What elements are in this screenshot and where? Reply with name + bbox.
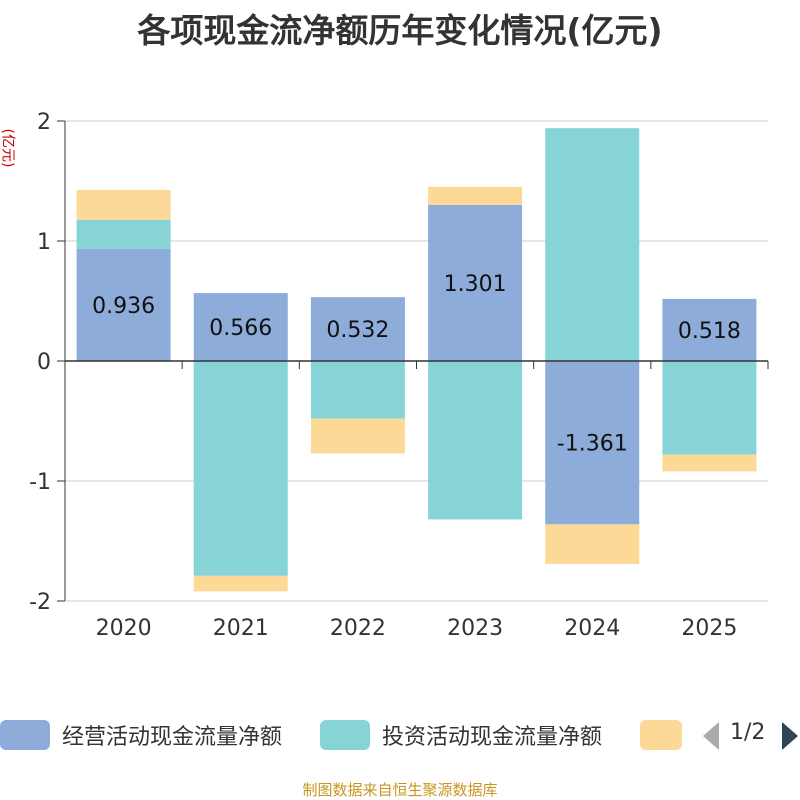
axes: -2 -1 0 1 2 2020 2021 2022 2023 2024 2025 bbox=[29, 110, 769, 641]
bar-2025-series-2 bbox=[662, 454, 757, 472]
legend-item-investing[interactable]: 投资活动现金流量净额 bbox=[320, 717, 602, 753]
bar-2022-series-1 bbox=[310, 361, 405, 419]
legend-swatch-operating bbox=[0, 720, 50, 750]
x-tick-label-2023: 2023 bbox=[447, 616, 503, 641]
bar-2021-series-0 bbox=[193, 293, 288, 361]
x-tick-label-2025: 2025 bbox=[681, 616, 737, 641]
data-label-2025: 0.518 bbox=[678, 319, 741, 344]
bar-2021-series-1 bbox=[193, 361, 288, 576]
legend-prev-page-icon[interactable] bbox=[703, 722, 719, 750]
y-tick-label: -2 bbox=[29, 590, 51, 615]
legend-page-indicator: 1/2 bbox=[730, 720, 766, 745]
data-label-2024: -1.361 bbox=[557, 432, 628, 457]
bar-chart: -2 -1 0 1 2 2020 2021 2022 2023 2024 2025 0.936 0.5… bbox=[29, 110, 769, 641]
data-labels: 0.936 0.566 0.532 1.301 -1.361 0.518 bbox=[92, 272, 741, 457]
data-label-2023: 1.301 bbox=[444, 272, 507, 297]
legend-item-financing[interactable] bbox=[640, 717, 682, 753]
bar-2022-series-0 bbox=[310, 297, 405, 361]
x-tick-label-2020: 2020 bbox=[96, 616, 152, 641]
y-tick-label: 0 bbox=[37, 350, 51, 375]
legend-item-operating[interactable]: 经营活动现金流量净额 bbox=[0, 717, 282, 753]
bar-2021-series-2 bbox=[193, 575, 288, 592]
bar-2020-series-0 bbox=[76, 248, 171, 361]
bar-2024-series-1 bbox=[545, 128, 640, 361]
bar-2022-series-2 bbox=[310, 418, 405, 454]
data-label-2022: 0.532 bbox=[326, 318, 389, 343]
bar-2023-series-1 bbox=[428, 361, 523, 520]
bar-2023-series-2 bbox=[428, 186, 523, 205]
x-tick-label-2024: 2024 bbox=[564, 616, 620, 641]
bar-2024-series-2 bbox=[545, 524, 640, 564]
x-tick-label-2021: 2021 bbox=[213, 616, 269, 641]
bar-2023-series-0 bbox=[428, 204, 523, 361]
legend-label-investing: 投资活动现金流量净额 bbox=[382, 725, 603, 750]
chart-title: 各项现金流净额历年变化情况(亿元) bbox=[137, 11, 663, 50]
data-label-2021: 0.566 bbox=[209, 316, 272, 341]
legend-label-operating: 经营活动现金流量净额 bbox=[62, 725, 283, 750]
data-source-note: 制图数据来自恒生聚源数据库 bbox=[302, 781, 498, 799]
y-tick-label: 2 bbox=[37, 110, 51, 135]
bar-series bbox=[76, 128, 757, 592]
y-tick-label: -1 bbox=[29, 470, 51, 495]
legend-next-page-icon[interactable] bbox=[782, 722, 798, 750]
legend-swatch-investing bbox=[320, 720, 370, 750]
y-tick-label: 1 bbox=[37, 230, 51, 255]
bar-2025-series-1 bbox=[662, 361, 757, 455]
bar-2020-series-1 bbox=[76, 219, 171, 249]
data-label-2020: 0.936 bbox=[92, 294, 155, 319]
legend-swatch-financing bbox=[640, 720, 682, 750]
bar-2024-series-0 bbox=[545, 361, 640, 525]
x-tick-label-2022: 2022 bbox=[330, 616, 386, 641]
bar-2025-series-0 bbox=[662, 298, 757, 361]
bar-2020-series-2 bbox=[76, 189, 171, 220]
